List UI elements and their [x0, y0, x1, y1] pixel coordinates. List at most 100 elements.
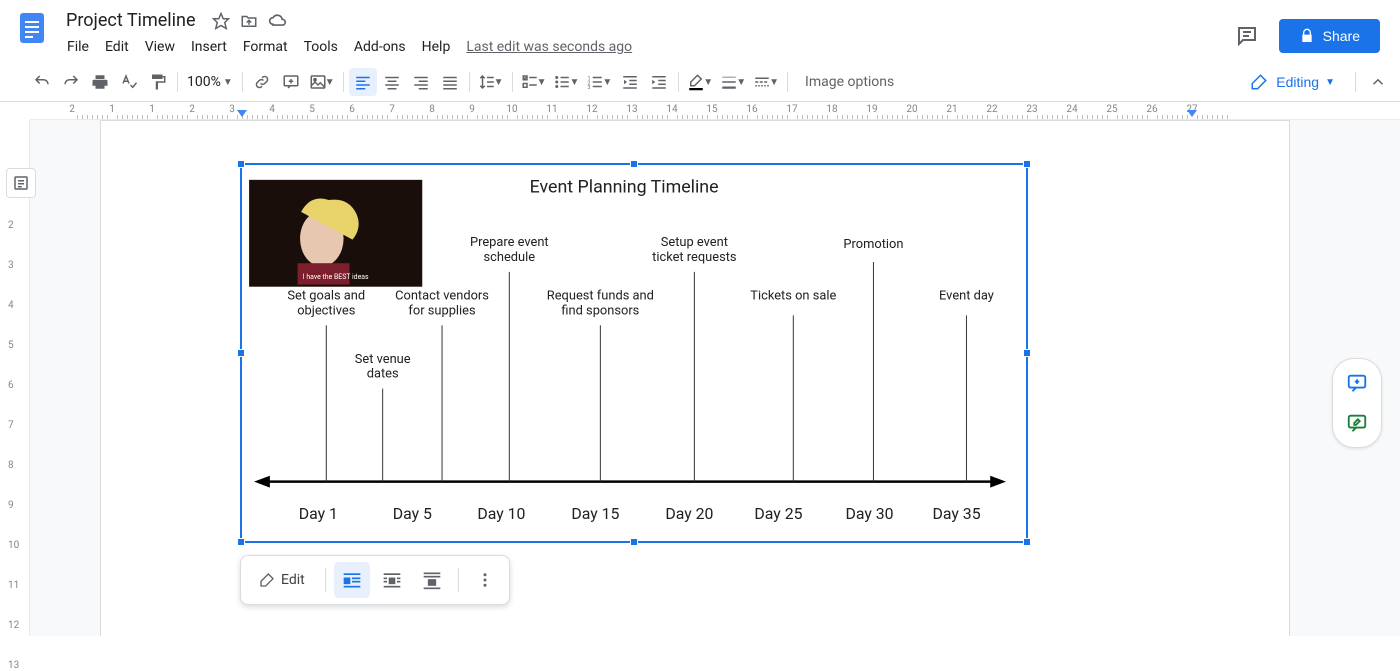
resize-handle-bm[interactable] [630, 538, 638, 546]
svg-text:Day 5: Day 5 [393, 504, 432, 523]
svg-text:Day 25: Day 25 [754, 504, 802, 523]
resize-handle-tl[interactable] [237, 160, 245, 168]
border-color-button[interactable]: ▼ [684, 68, 716, 96]
svg-text:3: 3 [588, 85, 591, 91]
selected-image-frame[interactable]: I have the BEST ideas Event Planning Time… [240, 163, 1028, 543]
insert-link-button[interactable] [248, 68, 276, 96]
resize-handle-mr[interactable] [1023, 349, 1031, 357]
align-left-button[interactable] [349, 68, 377, 96]
menu-insert[interactable]: Insert [184, 35, 234, 59]
checklist-button[interactable]: ▼ [518, 68, 550, 96]
share-button[interactable]: Share [1279, 19, 1380, 53]
redo-button[interactable] [57, 68, 85, 96]
svg-text:Contact vendors: Contact vendors [395, 289, 489, 304]
resize-handle-bl[interactable] [237, 538, 245, 546]
wrap-text-button[interactable] [374, 562, 410, 598]
wrap-break-button[interactable] [414, 562, 450, 598]
menu-help[interactable]: Help [415, 35, 458, 59]
decrease-indent-button[interactable] [616, 68, 644, 96]
app-header: Project Timeline File Edit View Insert F… [0, 0, 1400, 59]
svg-text:Day 15: Day 15 [571, 504, 619, 523]
undo-button[interactable] [28, 68, 56, 96]
wrap-inline-button[interactable] [334, 562, 370, 598]
menu-edit[interactable]: Edit [98, 35, 136, 59]
title-area: Project Timeline File Edit View Insert F… [52, 8, 1227, 59]
pencil-icon [259, 572, 275, 588]
menu-tools[interactable]: Tools [297, 35, 345, 59]
svg-text:Day 30: Day 30 [845, 504, 893, 523]
horizontal-ruler[interactable]: 2112345678910111213141516171819202122232… [30, 102, 1400, 120]
spellcheck-button[interactable] [115, 68, 143, 96]
svg-text:Set goals and: Set goals and [287, 289, 365, 304]
menu-bar: File Edit View Insert Format Tools Add-o… [60, 35, 1227, 59]
zoom-select[interactable]: 100%▼ [183, 74, 237, 90]
share-label: Share [1323, 28, 1360, 44]
svg-text:Event day: Event day [939, 289, 994, 304]
pencil-icon [1250, 73, 1268, 91]
svg-text:objectives: objectives [297, 303, 355, 318]
add-comment-side-button[interactable] [1339, 365, 1375, 401]
image-options-button[interactable]: Image options [793, 74, 906, 90]
svg-text:I have the BEST ideas: I have the BEST ideas [303, 273, 369, 281]
star-icon[interactable] [212, 12, 230, 30]
last-edit-link[interactable]: Last edit was seconds ago [459, 35, 639, 59]
add-comment-button[interactable] [277, 68, 305, 96]
canvas: 12345678910111213 I have the BEST ideasE… [0, 120, 1400, 636]
svg-text:Day 20: Day 20 [665, 504, 713, 523]
timeline-diagram: I have the BEST ideas Event Planning Time… [242, 165, 1026, 541]
svg-text:Day 1: Day 1 [299, 504, 338, 523]
svg-text:for supplies: for supplies [408, 303, 475, 318]
border-weight-button[interactable]: ▼ [717, 68, 749, 96]
resize-handle-tm[interactable] [630, 160, 638, 168]
svg-text:Request funds and: Request funds and [547, 289, 654, 304]
image-edit-label: Edit [281, 572, 305, 588]
image-edit-button[interactable]: Edit [247, 562, 317, 598]
numbered-list-button[interactable]: 123▼ [583, 68, 615, 96]
document-outline-button[interactable] [6, 168, 36, 198]
svg-text:Promotion: Promotion [843, 237, 903, 252]
svg-text:Tickets on sale: Tickets on sale [750, 289, 836, 304]
mode-editing-button[interactable]: Editing ▼ [1238, 67, 1347, 97]
resize-handle-tr[interactable] [1023, 160, 1031, 168]
svg-text:Prepare event: Prepare event [470, 235, 549, 250]
align-center-button[interactable] [378, 68, 406, 96]
cloud-status-icon[interactable] [268, 11, 288, 31]
menu-file[interactable]: File [60, 35, 96, 59]
docs-logo-icon[interactable] [12, 8, 52, 48]
menu-format[interactable]: Format [236, 35, 295, 59]
line-spacing-button[interactable]: ▼ [475, 68, 507, 96]
move-icon[interactable] [240, 12, 258, 30]
document-canvas[interactable]: I have the BEST ideas Event Planning Time… [30, 120, 1400, 636]
header-right: Share [1227, 8, 1388, 56]
svg-text:ticket requests: ticket requests [652, 250, 736, 265]
toolbar: 100%▼ ▼ ▼ ▼ ▼ 123▼ ▼ ▼ ▼ Image options E… [0, 63, 1400, 102]
align-right-button[interactable] [407, 68, 435, 96]
image-more-button[interactable] [467, 562, 503, 598]
insert-image-button[interactable]: ▼ [306, 68, 338, 96]
svg-text:Set venue: Set venue [355, 352, 411, 367]
svg-text:Day 10: Day 10 [477, 504, 525, 523]
paint-format-button[interactable] [144, 68, 172, 96]
increase-indent-button[interactable] [645, 68, 673, 96]
lock-icon [1299, 28, 1315, 44]
resize-handle-ml[interactable] [237, 349, 245, 357]
svg-text:schedule: schedule [484, 250, 536, 265]
collapse-toolbar-button[interactable] [1364, 68, 1392, 96]
side-comment-buttons [1332, 358, 1382, 448]
border-dash-button[interactable]: ▼ [750, 68, 782, 96]
print-button[interactable] [86, 68, 114, 96]
document-title[interactable]: Project Timeline [60, 8, 202, 33]
svg-text:Event Planning Timeline: Event Planning Timeline [530, 177, 719, 198]
svg-text:Day 35: Day 35 [933, 504, 981, 523]
image-floating-toolbar: Edit [240, 555, 510, 605]
bulleted-list-button[interactable]: ▼ [550, 68, 582, 96]
open-comments-button[interactable] [1227, 16, 1267, 56]
svg-text:find sponsors: find sponsors [561, 303, 639, 318]
resize-handle-br[interactable] [1023, 538, 1031, 546]
menu-view[interactable]: View [138, 35, 182, 59]
svg-text:Setup event: Setup event [661, 235, 728, 250]
editing-label: Editing [1276, 74, 1319, 90]
suggest-edits-side-button[interactable] [1339, 405, 1375, 441]
menu-addons[interactable]: Add-ons [347, 35, 413, 59]
align-justify-button[interactable] [436, 68, 464, 96]
